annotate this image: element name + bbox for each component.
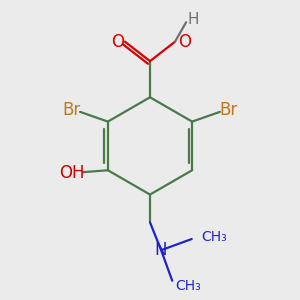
Text: O: O [178,33,191,51]
Text: Br: Br [219,101,237,119]
Text: OH: OH [59,164,85,182]
Text: O: O [112,33,124,51]
Text: H: H [188,12,199,27]
Text: N: N [155,241,167,259]
Text: Br: Br [63,101,81,119]
Text: CH₃: CH₃ [175,279,201,293]
Text: CH₃: CH₃ [201,230,227,244]
